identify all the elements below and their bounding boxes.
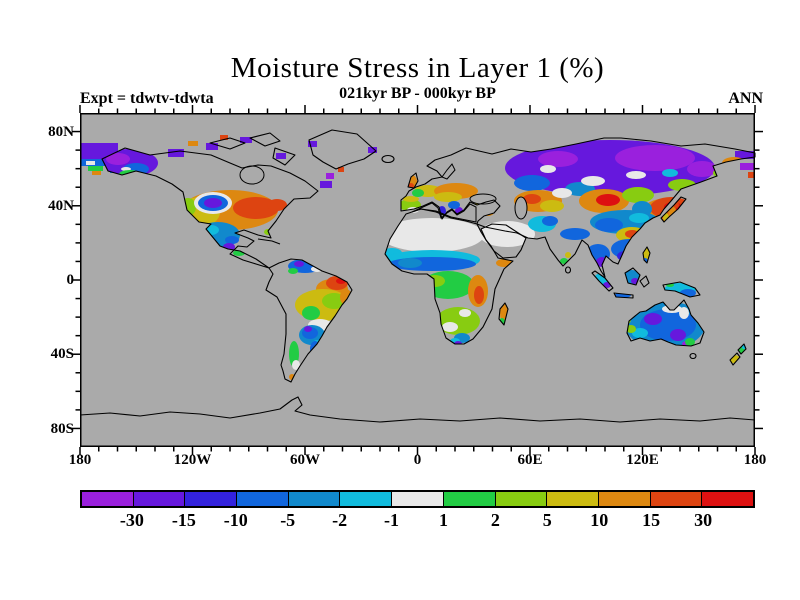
colorbar-level-label: 15 [642,510,661,530]
colorbar [80,490,755,508]
colorbar-level-label: 2 [490,510,500,530]
lon-tick-label: 60W [290,452,320,468]
map-frame [80,113,755,447]
offshore-data-cells [80,135,755,188]
colorbar-level-label: -30 [119,510,144,530]
colorbar-level-label: 5 [542,510,552,530]
colorbar-cell [82,492,133,506]
colorbar-cell [442,492,495,506]
colorbar-cell [236,492,288,506]
colorbar-cell [184,492,237,506]
world-map [72,105,763,455]
colorbar-cell [494,492,547,506]
page-title: Moisture Stress in Layer 1 (%) [230,52,605,84]
colorbar-cell [546,492,598,506]
colorbar-level-label: -10 [223,510,248,530]
lat-tick-label: 40N [48,197,74,214]
colorbar-labels: -30 -15 -10 -5 -2 -1 1 2 5 10 15 30 [80,510,755,532]
colorbar-level-label: 10 [590,510,609,530]
lat-tick-label: 80S [50,420,74,437]
colorbar-cell [132,492,185,506]
colorbar-cell [649,492,702,506]
lon-tick-label: 0 [413,452,422,468]
lon-tick-label: 180 [743,452,767,468]
colorbar-level-label: -15 [171,510,196,530]
axis-ticks [72,105,763,455]
lon-tick-label: 60E [517,452,543,468]
plot-subtitle: 021kyr BP - 000kyr BP [339,85,496,102]
moisture-stress-map-canvas [72,105,763,455]
colorbar-cell [701,492,753,506]
colorbar-level-label: -5 [280,510,296,530]
lat-tick-label: 80N [48,123,74,140]
colorbar-cell [287,492,340,506]
experiment-label: Expt = tdwtv-tdwta [80,90,214,107]
lat-tick-label: 40S [50,346,74,363]
lon-tick-label: 180 [68,452,92,468]
lon-tick-label: 120E [626,452,659,468]
colorbar-cell [391,492,443,506]
lat-tick-label: 0 [66,272,75,288]
inland-seas [239,163,528,223]
lon-tick-label: 120W [173,452,212,468]
season-label: ANN [728,90,763,107]
coastlines [79,129,756,423]
colorbar-level-label: 30 [694,510,713,530]
colorbar-level-label: -1 [384,510,400,530]
colorbar-cell [339,492,392,506]
colorbar-level-label: -2 [332,510,348,530]
colorbar-level-label: 1 [438,510,448,530]
colorbar-cell [597,492,650,506]
